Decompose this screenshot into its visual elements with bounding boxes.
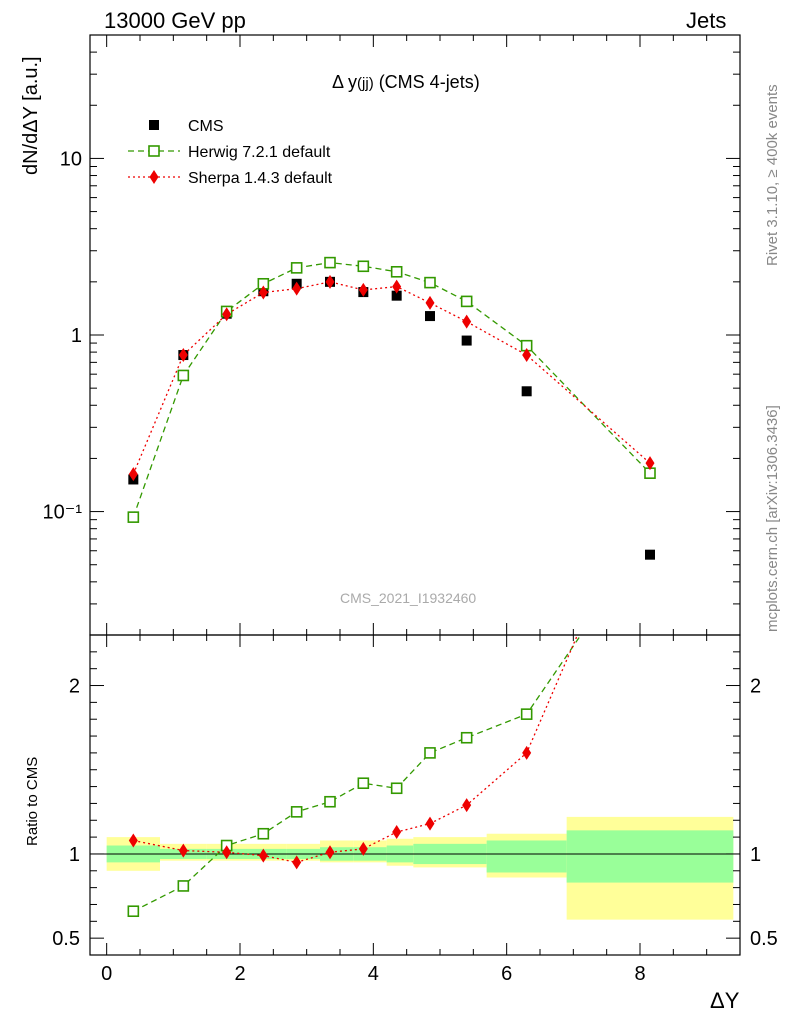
header-left: 13000 GeV pp xyxy=(104,8,246,33)
ratio-point xyxy=(522,745,532,760)
y-tick-label-ratio: 0.5 xyxy=(52,928,80,950)
ratio-line xyxy=(133,635,579,864)
uncertainty-band-inner xyxy=(486,840,567,873)
data-point xyxy=(292,281,302,296)
data-point xyxy=(178,348,188,363)
ratio-point xyxy=(358,841,368,856)
ratio-point xyxy=(290,806,303,818)
data-point xyxy=(460,295,473,308)
data-point xyxy=(424,276,436,289)
plot-title-sub: (jj) xyxy=(357,75,374,92)
ratio-series-0 xyxy=(127,529,655,918)
data-point xyxy=(461,335,472,346)
plot-title: Δ y(jj) (CMS 4-jets) xyxy=(332,72,480,93)
legend-label: CMS xyxy=(188,118,224,135)
y-tick-label-ratio: 2 xyxy=(69,676,80,698)
x-ticks xyxy=(106,35,708,955)
x-tick-label: 0 xyxy=(101,963,112,985)
ratio-point xyxy=(645,529,655,539)
ratio-point xyxy=(460,731,473,744)
ratio-point xyxy=(325,845,335,860)
y-tick-label-ratio-right: 0.5 xyxy=(750,928,778,950)
y-tick-label-ratio-right: 2 xyxy=(750,676,761,698)
ratio-point xyxy=(425,816,435,831)
x-tick-label: 4 xyxy=(368,963,379,985)
legend-marker xyxy=(148,145,160,157)
plot-title-rest: (CMS 4-jets) xyxy=(373,72,480,92)
y-tick-label-ratio-right: 1 xyxy=(750,844,761,866)
y-ticks-ratio xyxy=(90,634,740,956)
data-point xyxy=(645,549,655,560)
main-series xyxy=(127,256,656,560)
ratio-point xyxy=(462,798,472,813)
legend: CMS Herwig 7.2.1 default Sherpa 1.4.3 defa… xyxy=(128,118,333,187)
data-point xyxy=(127,511,140,523)
x-tick-label: 2 xyxy=(234,963,245,985)
ratio-point xyxy=(424,747,436,759)
data-point xyxy=(357,260,370,273)
series-line xyxy=(132,261,651,518)
y-tick-label-ratio: 1 xyxy=(69,844,80,866)
ratio-point xyxy=(357,777,370,790)
y-ticks-main xyxy=(90,34,740,636)
ratio-point xyxy=(257,827,270,840)
data-point xyxy=(462,314,472,329)
ratio-point xyxy=(128,833,138,848)
legend-label: Sherpa 1.4.3 default xyxy=(188,170,333,187)
x-tick-label: 6 xyxy=(501,963,512,985)
ratio-point xyxy=(324,795,336,808)
data-point xyxy=(324,256,336,269)
x-axis-label: ΔY xyxy=(710,988,740,1013)
series-line xyxy=(132,281,651,475)
data-point xyxy=(258,285,268,300)
data-point xyxy=(358,282,368,297)
data-point xyxy=(392,279,402,294)
uncertainty-band-inner xyxy=(566,830,734,883)
data-point xyxy=(425,311,435,322)
ratio-point xyxy=(222,845,232,860)
data-point xyxy=(290,262,303,274)
header-right: Jets xyxy=(686,8,727,33)
y-tick-label-main: 10⁻¹ xyxy=(43,502,83,524)
ratio-point xyxy=(127,905,140,918)
ratio-series-1 xyxy=(128,635,579,870)
plot-title-main: Δ y xyxy=(332,72,358,92)
data-point xyxy=(425,295,435,310)
y-tick-label-main: 1 xyxy=(71,325,82,347)
ratio-point xyxy=(392,825,402,840)
ratio-bands xyxy=(106,816,734,920)
data-point xyxy=(521,386,532,397)
ratio-point xyxy=(178,843,188,858)
y-tick-label-main: 10 xyxy=(60,148,82,170)
data-point xyxy=(391,290,402,301)
data-point xyxy=(522,348,532,363)
ratio-point xyxy=(520,708,533,720)
series-0 xyxy=(128,276,655,560)
ratio-point xyxy=(177,880,190,892)
ratio-plot-frame xyxy=(89,634,741,956)
ratio-point xyxy=(390,782,403,795)
ratio-line xyxy=(133,635,582,912)
legend-marker xyxy=(149,170,159,184)
data-point xyxy=(177,369,190,382)
ratio-series xyxy=(127,529,655,918)
x-tick-label: 8 xyxy=(634,963,645,985)
analysis-id: CMS_2021_I1932460 xyxy=(340,590,477,606)
data-point xyxy=(222,307,232,322)
ratio-point xyxy=(258,848,268,863)
data-point xyxy=(128,467,138,482)
legend-label: Herwig 7.2.1 default xyxy=(188,144,331,161)
series-2 xyxy=(128,274,655,482)
legend-marker xyxy=(149,120,159,130)
data-point xyxy=(645,456,655,471)
data-point xyxy=(390,265,403,278)
ratio-point xyxy=(292,855,302,870)
data-point xyxy=(325,274,335,289)
